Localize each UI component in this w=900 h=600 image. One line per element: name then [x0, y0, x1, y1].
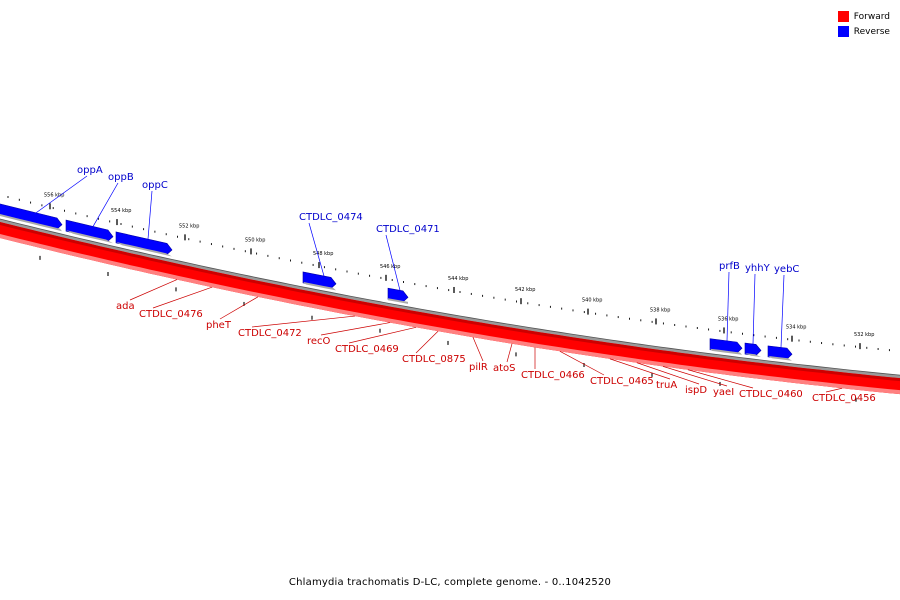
forward-gene-leader — [825, 387, 843, 393]
genome-caption: Chlamydia trachomatis D-LC, complete gen… — [288, 577, 612, 588]
forward-gene-leader — [472, 337, 484, 362]
axis-tick-label: 550 kbp — [245, 237, 265, 243]
reverse-gene-leader — [780, 274, 785, 348]
reverse-gene-label: prfB — [719, 261, 740, 272]
forward-gene-leader — [506, 343, 513, 363]
forward-gene-leader — [219, 296, 259, 320]
reverse-gene-arrow — [115, 231, 173, 255]
axis-ticks: 556 kbp 554 kbp 552 kbp 550 kbp 548 kbp 546 k… — [7, 192, 890, 402]
forward-gene-leader — [687, 369, 754, 389]
reverse-gene-leader — [308, 222, 325, 277]
forward-gene-label: truA — [656, 380, 677, 391]
legend-label-forward: Forward — [853, 11, 890, 22]
reverse-gene-leader — [147, 190, 153, 240]
reverse-gene-label: oppB — [108, 172, 134, 183]
reverse-gene-leader — [385, 234, 401, 291]
forward-gene-label: pilR — [469, 362, 488, 373]
legend-swatch-forward — [837, 11, 849, 22]
forward-gene-label: ada — [116, 301, 135, 312]
reverse-gene-label: CTDLC_0474 — [299, 212, 363, 223]
reverse-gene-arrow — [0, 203, 63, 230]
axis-tick-label: 554 kbp — [111, 208, 131, 214]
reverse-gene-leader — [92, 182, 119, 227]
forward-gene-leader — [609, 358, 671, 380]
forward-gene-label: CTDLC_0466 — [521, 370, 585, 381]
axis-tick-label: 536 kbp — [718, 316, 738, 322]
axis-tick-label: 552 kbp — [179, 223, 199, 229]
reverse-gene-label: yebC — [774, 264, 799, 275]
legend-item-forward: Forward — [837, 9, 890, 24]
forward-gene-label: CTDLC_0875 — [402, 354, 466, 365]
forward-gene-label: CTDLC_0456 — [812, 393, 876, 404]
forward-gene-leader — [559, 351, 605, 376]
reverse-gene-arrow — [65, 219, 114, 242]
genome-backbone — [0, 218, 900, 395]
forward-gene-label: CTDLC_0472 — [238, 328, 302, 339]
forward-gene-leader — [662, 366, 728, 387]
axis-tick-label: 534 kbp — [786, 325, 806, 331]
reverse-gene-label: oppC — [142, 180, 168, 191]
reverse-strand — [0, 203, 793, 361]
forward-gene-label: pheT — [206, 320, 232, 331]
reverse-gene-shadow — [116, 241, 172, 257]
forward-gene-label: atoS — [493, 363, 516, 374]
forward-gene-label: CTDLC_0465 — [590, 376, 654, 387]
forward-strand-band — [0, 222, 900, 395]
legend-swatch-reverse — [837, 26, 849, 37]
axis-tick-label: 542 kbp — [515, 287, 535, 293]
axis-tick-label: 546 kbp — [380, 264, 400, 270]
axis-tick-label: 538 kbp — [650, 307, 670, 313]
reverse-gene-shadow — [66, 230, 113, 244]
reverse-gene-leader — [35, 175, 88, 214]
gene-labels: oppA oppB oppC CTDLC_0474 CTDLC_0471 prfB yhhY… — [35, 165, 876, 404]
reverse-gene-arrow — [744, 342, 762, 356]
reverse-gene-leader — [752, 273, 756, 345]
axis-tick-label: 548 kbp — [313, 251, 333, 257]
forward-gene-leader — [348, 326, 417, 344]
reverse-gene-arrow — [767, 345, 793, 360]
forward-gene-label: CTDLC_0469 — [335, 344, 399, 355]
reverse-gene-shadow — [388, 298, 408, 304]
legend-label-reverse: Reverse — [853, 26, 890, 37]
backbone-edge — [0, 218, 900, 376]
legend-item-reverse: Reverse — [837, 24, 890, 39]
reverse-gene-leader — [726, 271, 730, 341]
reverse-gene-shadow — [745, 353, 761, 357]
forward-gene-label: recO — [307, 336, 331, 347]
reverse-gene-arrow — [709, 338, 743, 354]
reverse-gene-label: oppA — [77, 165, 103, 176]
forward-gene-label: CTDLC_0476 — [139, 309, 203, 320]
forward-gene-label: yaeI — [713, 387, 734, 398]
axis-tick-label: 532 kbp — [854, 332, 874, 338]
reverse-gene-label: yhhY — [745, 263, 771, 274]
reverse-gene-label: CTDLC_0471 — [376, 224, 440, 235]
reverse-gene-shadow — [0, 214, 62, 232]
forward-gene-leader — [251, 315, 356, 328]
axis-tick-label: 544 kbp — [448, 276, 468, 282]
forward-gene-leader — [129, 279, 178, 301]
axis-tick-label: 556 kbp — [44, 192, 64, 198]
forward-gene-leader — [152, 286, 213, 309]
forward-gene-leader — [320, 322, 391, 336]
forward-gene-label: CTDLC_0460 — [739, 389, 803, 400]
reverse-gene-shadow — [303, 281, 336, 291]
forward-gene-leader — [415, 330, 439, 354]
forward-gene-leader — [636, 362, 700, 385]
axis-tick-label: 540 kbp — [582, 298, 602, 304]
legend: Forward Reverse — [837, 9, 890, 39]
forward-gene-label: ispD — [685, 385, 707, 396]
reverse-gene-arrow — [387, 287, 409, 303]
reverse-gene-shadow — [710, 348, 742, 355]
reverse-gene-shadow — [768, 355, 792, 361]
